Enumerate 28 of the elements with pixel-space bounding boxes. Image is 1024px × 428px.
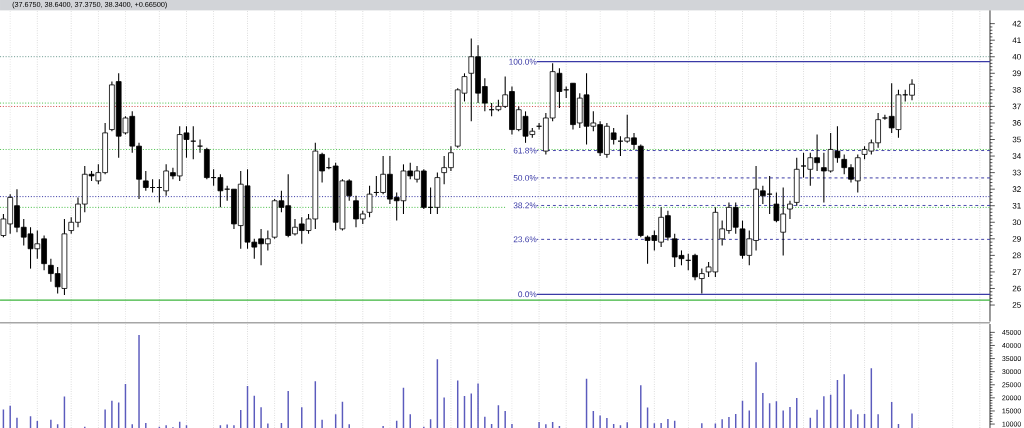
y-tick-label: 39 <box>1012 70 1021 77</box>
y-tick-label: 30 <box>1012 219 1021 226</box>
y-tick-label: 26 <box>1012 285 1021 292</box>
y-tick-label: 37 <box>1012 103 1021 110</box>
annotation: 100.0% <box>509 58 537 65</box>
annotation: 23.6% <box>513 236 537 243</box>
y-tick-label: 35 <box>1012 136 1021 143</box>
y-tick-label: 32 <box>1012 186 1021 192</box>
candlestick <box>787 200 793 220</box>
annotation: 38.2% <box>513 202 537 209</box>
annotation: 50.0% <box>513 174 537 181</box>
candlestick <box>197 138 203 154</box>
annotation: 0.0% <box>518 291 537 298</box>
y-tick-label: 34 <box>1012 153 1021 159</box>
candlestick <box>366 185 373 218</box>
y-tick-label: 25 <box>1012 302 1021 308</box>
y-tick-label: 42 <box>1012 20 1021 27</box>
candlestick <box>882 114 888 121</box>
y-tick-label: 41 <box>1012 37 1021 43</box>
y-tick-label: 28 <box>1012 252 1021 259</box>
y-tick-label: 36 <box>1012 120 1021 126</box>
y-tick-label: 33 <box>1012 169 1021 176</box>
y-tick-label: 38 <box>1012 87 1021 93</box>
y-tick-label: 40 <box>1012 53 1021 60</box>
y-tick-label: 27 <box>1012 269 1021 275</box>
annotation: 61.8% <box>513 147 537 154</box>
y-tick-label: 31 <box>1012 202 1021 209</box>
y-tick-label: 29 <box>1012 235 1021 242</box>
